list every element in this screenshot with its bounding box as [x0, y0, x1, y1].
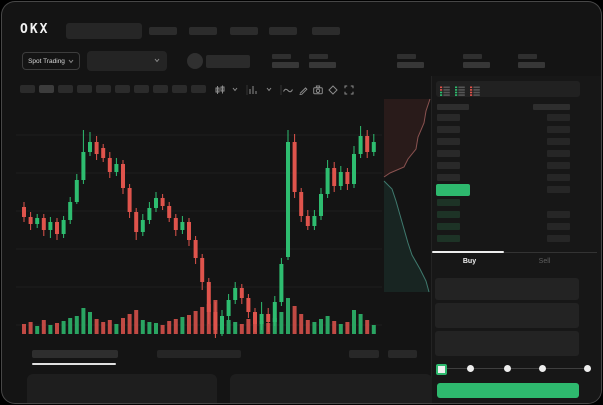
ask-price-5[interactable]	[437, 162, 460, 169]
ask-price-6[interactable]	[437, 174, 460, 181]
timeframe-button-4[interactable]	[77, 85, 92, 93]
timeframe-button-5[interactable]	[96, 85, 111, 93]
chevron-down-icon	[154, 58, 160, 63]
chevron-down-icon	[68, 59, 74, 64]
book-bids-icon[interactable]	[455, 84, 466, 96]
nav-item-4[interactable]	[269, 27, 297, 35]
nav-item-5[interactable]	[312, 27, 340, 35]
ask-amount-6	[547, 174, 570, 181]
wave-icon[interactable]	[282, 84, 294, 95]
ask-amount-4	[547, 150, 570, 157]
ticker-stat-value-1	[272, 62, 299, 68]
ticker-stat-label-1	[272, 54, 291, 59]
nav-item-2[interactable]	[189, 27, 217, 35]
bid-amount-4	[547, 235, 570, 242]
timeframe-button-3[interactable]	[58, 85, 73, 93]
chevron-down-icon[interactable]	[229, 84, 241, 95]
timeframe-button-6[interactable]	[115, 85, 130, 93]
divider	[275, 84, 287, 95]
bottom-active-tab-underline	[32, 363, 116, 365]
bottom-action-button-1[interactable]	[349, 350, 379, 358]
pencil-icon[interactable]	[297, 84, 309, 95]
slider-step-5[interactable]	[584, 365, 591, 372]
ticker-stat-value-3	[397, 62, 424, 68]
timeframe-button-7[interactable]	[134, 85, 149, 93]
order-input-field-2[interactable]	[435, 303, 579, 328]
timeframe-button-9[interactable]	[172, 85, 187, 93]
depth-thumbnail	[383, 98, 431, 293]
divider	[241, 84, 253, 95]
pair-selector[interactable]	[87, 51, 167, 71]
timeframe-button-10[interactable]	[191, 85, 206, 93]
ask-amount-5	[547, 162, 570, 169]
bid-price-4[interactable]	[437, 235, 460, 242]
bid-price-1[interactable]	[437, 199, 460, 206]
ask-amount-1	[547, 114, 570, 121]
bid-price-3[interactable]	[437, 223, 460, 230]
search-input[interactable]	[66, 23, 142, 39]
last-price-indicator	[436, 184, 470, 196]
bottom-panel-right	[230, 374, 432, 403]
book-asks-icon[interactable]	[470, 84, 481, 96]
tab-sell[interactable]: Sell	[538, 258, 551, 265]
submit-order-button[interactable]	[437, 383, 579, 398]
nav-item-1[interactable]	[149, 27, 177, 35]
ask-price-2[interactable]	[437, 126, 460, 133]
order-input-field-1[interactable]	[435, 278, 579, 300]
order-input-field-3[interactable]	[435, 331, 579, 356]
bottom-tab-orders[interactable]	[32, 350, 118, 358]
ask-price-1[interactable]	[437, 114, 460, 121]
last-price-placeholder	[206, 55, 250, 68]
indicator-icon[interactable]	[247, 84, 259, 95]
tab-buy[interactable]: Buy	[462, 258, 477, 265]
ask-amount-7	[547, 186, 570, 193]
timeframe-button-8[interactable]	[153, 85, 168, 93]
amount-slider-track[interactable]	[439, 368, 591, 369]
ticker-stat-label-4	[463, 54, 482, 59]
orderbook-header-amount	[533, 104, 570, 110]
ticker-stat-value-2	[309, 62, 336, 68]
expand-icon[interactable]	[343, 84, 355, 95]
bid-price-2[interactable]	[437, 211, 460, 218]
ticker-stat-value-5	[518, 62, 545, 68]
chevron-down-icon[interactable]	[263, 84, 275, 95]
market-type-label: Spot Trading	[28, 57, 65, 65]
tab-divider	[432, 252, 597, 253]
orderbook-header-price	[437, 104, 469, 110]
market-type-selector[interactable]: Spot Trading	[22, 52, 80, 70]
ticker-stat-value-4	[463, 62, 490, 68]
book-both-icon[interactable]	[440, 84, 451, 96]
price-chart[interactable]	[16, 100, 382, 346]
ticker-stat-label-3	[397, 54, 416, 59]
slider-handle[interactable]	[436, 364, 447, 375]
ask-amount-2	[547, 126, 570, 133]
coin-icon	[187, 53, 203, 69]
ticker-stat-label-5	[518, 54, 537, 59]
slider-step-3[interactable]	[504, 365, 511, 372]
bottom-panel-left	[27, 374, 217, 403]
candle-icon[interactable]	[214, 84, 226, 95]
diamond-icon[interactable]	[327, 84, 339, 95]
okx-logo: OKX	[20, 22, 50, 37]
ask-price-3[interactable]	[437, 138, 460, 145]
bottom-tab-history[interactable]	[157, 350, 241, 358]
camera-icon[interactable]	[312, 84, 324, 95]
bid-amount-3	[547, 223, 570, 230]
bid-amount-2	[547, 211, 570, 218]
ticker-stat-label-2	[309, 54, 328, 59]
slider-step-4[interactable]	[539, 365, 546, 372]
active-tab-underline	[432, 251, 504, 253]
slider-step-2[interactable]	[467, 365, 474, 372]
timeframe-button-1[interactable]	[20, 85, 35, 93]
bottom-action-button-2[interactable]	[388, 350, 417, 358]
ask-amount-3	[547, 138, 570, 145]
nav-item-3[interactable]	[230, 27, 258, 35]
timeframe-button-2[interactable]	[39, 85, 54, 93]
ask-price-4[interactable]	[437, 150, 460, 157]
